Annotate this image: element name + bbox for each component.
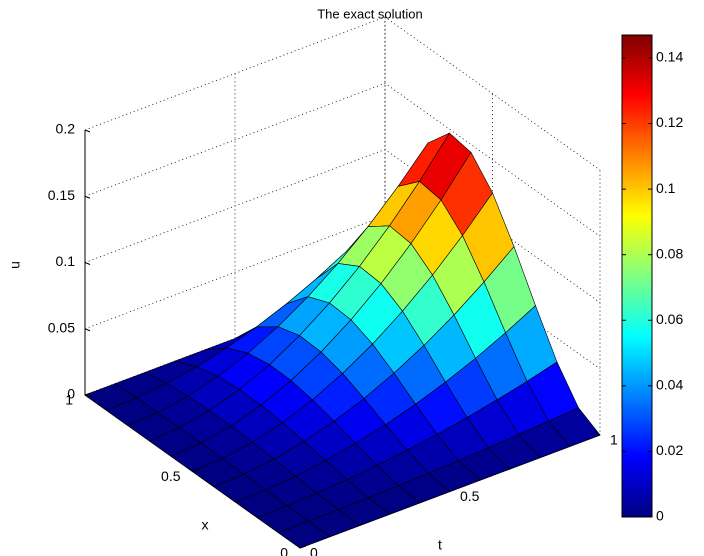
z-tick — [84, 328, 91, 332]
colorbar-tick-label: 0.06 — [656, 311, 683, 327]
grid-line — [384, 17, 601, 436]
x-tick-label: 1 — [65, 392, 73, 408]
z-tick-label: 0.15 — [48, 187, 75, 203]
colorbar-tick-label: 0.12 — [656, 114, 683, 130]
t-axis-label: t — [438, 537, 442, 553]
colorbar — [621, 34, 653, 518]
z-tick — [84, 262, 91, 265]
x-tick — [192, 469, 199, 472]
colorbar-tick-label: 0.08 — [656, 245, 683, 261]
x-tick-label: 0.5 — [161, 468, 181, 484]
t-tick — [594, 430, 601, 436]
z-tick — [84, 195, 91, 199]
colorbar-tick-label: 0.14 — [656, 49, 683, 65]
t-tick — [444, 487, 451, 492]
t-tick — [294, 543, 301, 549]
x-tick — [84, 392, 92, 396]
colorbar-tick-label: 0.02 — [656, 442, 683, 458]
t-tick-label: 1 — [610, 432, 618, 448]
z-tick-label: 0.05 — [48, 319, 75, 335]
colorbar-tick-label: 0.1 — [656, 180, 676, 196]
surface-patch — [277, 520, 331, 549]
x-tick — [299, 545, 307, 549]
z-axis-label: u — [7, 261, 23, 269]
z-tick-label: 0.1 — [56, 253, 76, 269]
colorbar-tick-label: 0.04 — [656, 377, 683, 393]
t-tick-label: 0.5 — [460, 488, 480, 504]
chart-title: The exact solution — [317, 6, 423, 21]
surface — [84, 132, 601, 549]
z-tick-label: 0.2 — [56, 121, 76, 137]
grid-line — [234, 73, 451, 492]
grid-line — [84, 16, 601, 171]
z-tick-label: 0 — [67, 386, 75, 402]
z-tick — [84, 394, 91, 398]
grid-line — [84, 82, 601, 237]
colorbar-tick-label: 0 — [656, 508, 664, 524]
z-tick — [84, 129, 91, 133]
t-tick-label: 0 — [310, 545, 318, 556]
x-axis-label: x — [202, 517, 209, 533]
x-tick-label: 0 — [280, 545, 288, 556]
